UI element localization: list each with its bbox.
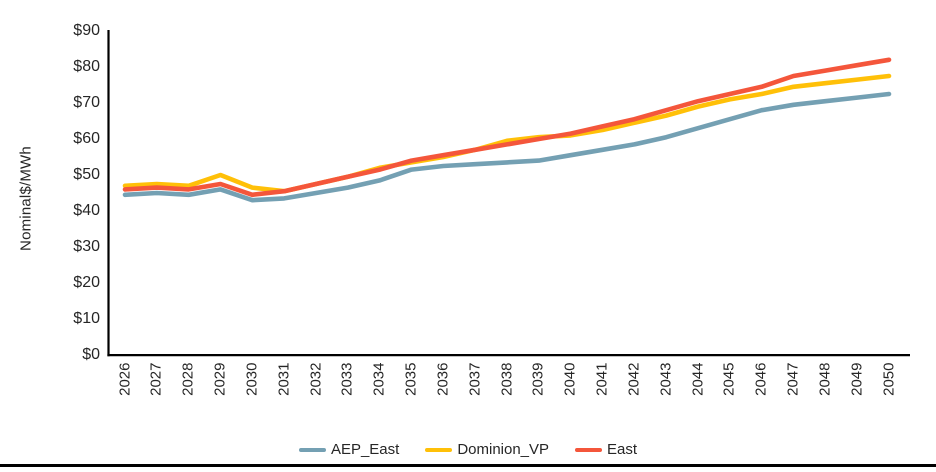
legend-swatch-icon	[425, 447, 453, 453]
series-line-aep_east	[122, 91, 892, 203]
y-tick-label: $30	[73, 238, 100, 255]
legend-item-east: East	[575, 441, 637, 459]
bottom-border-line	[0, 464, 936, 467]
y-tick-label: $70	[73, 94, 100, 111]
legend-item-dominion_vp: Dominion_VP	[425, 441, 549, 459]
series-line-dominion_vp	[122, 73, 892, 194]
legend-item-aep_east: AEP_East	[298, 441, 400, 459]
legend: AEP_East Dominion_VP East	[0, 440, 936, 460]
y-tick-label: $50	[73, 166, 100, 183]
legend-label: East	[607, 441, 638, 458]
y-tick-label: $90	[73, 22, 100, 39]
legend-swatch-icon	[575, 447, 603, 453]
legend-swatch-icon	[298, 447, 326, 453]
y-tick-label: $20	[73, 274, 100, 291]
series-line-east	[122, 57, 892, 198]
y-tick-label: $40	[73, 202, 100, 219]
legend-label: AEP_East	[330, 441, 400, 458]
y-tick-label: $10	[73, 310, 100, 327]
y-tick-label: $60	[73, 130, 100, 147]
y-tick-label: $0	[82, 346, 100, 363]
legend-label: Dominion_VP	[457, 441, 550, 458]
y-tick-label: $80	[73, 58, 100, 75]
